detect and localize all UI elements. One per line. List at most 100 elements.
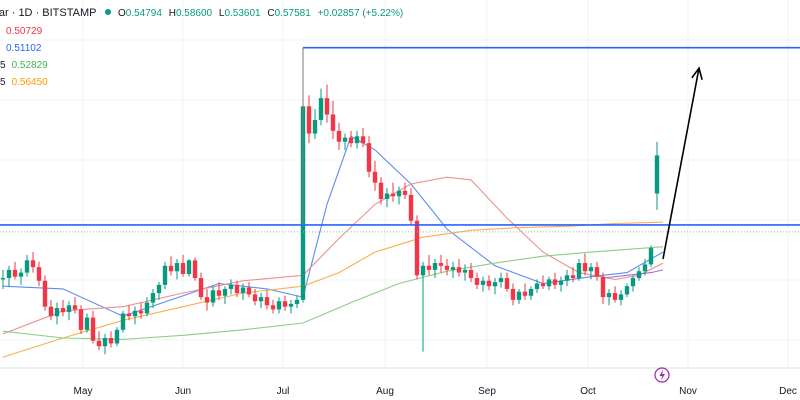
candle-body: [654, 155, 660, 194]
candle: [30, 252, 36, 273]
candle: [354, 130, 360, 149]
candle-body: [534, 283, 540, 289]
projection-arrow: [662, 67, 700, 260]
ma-legend-3: 5 0.52829: [0, 60, 48, 71]
candle: [288, 299, 294, 314]
candle: [396, 186, 402, 205]
candle: [630, 275, 636, 292]
candle-body: [282, 301, 288, 307]
earnings-event-icon[interactable]: [654, 367, 670, 383]
candle: [426, 254, 432, 276]
symbol-title[interactable]: llar · 1D · BITSTAMP: [0, 7, 96, 19]
candle-body: [630, 278, 636, 287]
candle-body: [270, 305, 276, 310]
candle-body: [642, 264, 648, 272]
candle: [264, 290, 270, 310]
candle-body: [600, 276, 606, 298]
candle-body: [432, 263, 438, 270]
candle: [132, 306, 138, 325]
candle: [444, 258, 450, 276]
candle-body: [456, 267, 462, 273]
candle: [144, 297, 150, 317]
candle: [582, 253, 588, 276]
candle-body: [210, 290, 216, 303]
candle-body: [444, 265, 450, 270]
ma-legend-2: 0.51102: [6, 43, 42, 54]
candle: [78, 305, 84, 334]
candle-body: [54, 308, 60, 317]
candle-body: [252, 294, 258, 302]
candle: [210, 286, 216, 307]
candle-body: [72, 305, 78, 310]
candle: [222, 286, 228, 304]
candle-body: [306, 106, 312, 134]
candle-body: [276, 301, 282, 310]
ohlc-readout: O0.54794 H0.58600 L0.53601 C0.57581 +0.0…: [118, 8, 403, 19]
candle: [246, 282, 252, 298]
candle: [120, 310, 126, 333]
candle: [330, 100, 336, 140]
candle-body: [588, 267, 594, 272]
candle-body: [90, 317, 96, 341]
candle-body: [564, 275, 570, 281]
candle-body: [192, 260, 198, 279]
candle: [252, 288, 258, 306]
x-tick-label: Nov: [679, 386, 697, 397]
candle: [294, 295, 300, 309]
candle: [492, 278, 498, 295]
candle-body: [42, 280, 48, 307]
candle: [54, 302, 60, 325]
x-tick-label: Sep: [478, 386, 496, 397]
candle-body: [0, 278, 6, 280]
candle: [438, 254, 444, 273]
candle: [36, 261, 42, 287]
candle-body: [648, 248, 654, 265]
candle-body: [360, 136, 366, 144]
candles: [0, 84, 660, 355]
x-tick-label: Jun: [175, 386, 191, 397]
candle-body: [468, 269, 474, 279]
candle: [480, 276, 486, 292]
candle: [540, 275, 546, 289]
candle: [228, 279, 234, 295]
candle: [606, 288, 612, 306]
candle: [156, 282, 162, 300]
candle-body: [204, 297, 210, 303]
candle: [42, 275, 48, 311]
candle: [312, 109, 318, 140]
candle: [408, 188, 414, 225]
candle-body: [618, 294, 624, 300]
candle-body: [612, 293, 618, 300]
candle-body: [378, 182, 384, 199]
candle-body: [528, 288, 534, 296]
candle: [564, 269, 570, 287]
candle: [204, 288, 210, 311]
candle-body: [354, 136, 360, 144]
candle-body: [144, 302, 150, 314]
x-tick-label: May: [74, 386, 93, 397]
candle: [528, 286, 534, 300]
candle-body: [258, 297, 264, 302]
candle-body: [474, 278, 480, 285]
candle-body: [36, 267, 42, 281]
ma-legend-1: 0.50729: [6, 26, 43, 37]
candle-body: [522, 291, 528, 296]
candle: [468, 263, 474, 283]
x-tick-label: Jul: [277, 386, 290, 397]
candle: [450, 261, 456, 279]
candle-body: [84, 317, 90, 330]
candle-body: [156, 284, 162, 294]
candle: [618, 290, 624, 306]
candle-body: [294, 299, 300, 304]
projection-arrow-head: [691, 66, 703, 80]
candle: [360, 128, 366, 148]
candle: [456, 258, 462, 277]
candle: [420, 261, 426, 352]
candle-body: [108, 338, 114, 344]
candle-body: [414, 220, 420, 276]
candle-body: [312, 119, 318, 134]
candle: [510, 283, 516, 306]
candle-body: [510, 288, 516, 300]
candle-body: [486, 280, 492, 287]
